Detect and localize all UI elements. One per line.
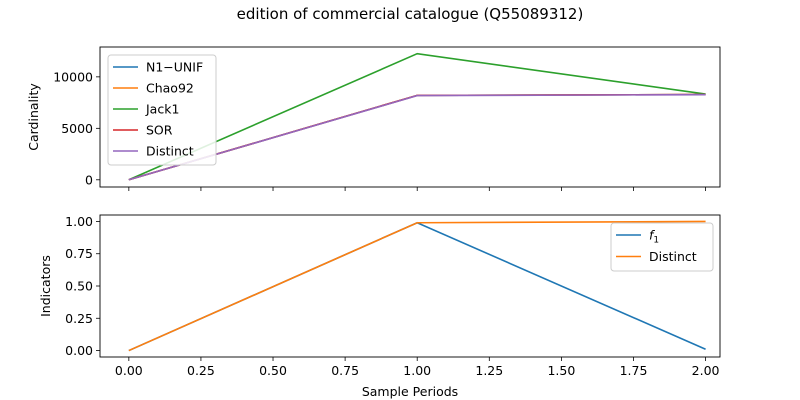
y-axis-label: Indicators — [38, 255, 53, 317]
legend-label: Distinct — [649, 249, 697, 264]
y-tick-label: 1.00 — [65, 214, 93, 229]
y-tick-label: 0.00 — [65, 343, 93, 358]
legend-label: Jack1 — [145, 102, 179, 117]
top-panel: 0 5000 10000 Cardinality N1−UNIF Chao92 Jack1 S… — [26, 46, 721, 191]
x-tick-label: 0.25 — [187, 363, 215, 378]
legend-label: f1 — [649, 228, 659, 246]
x-tick-label: 0.00 — [115, 363, 143, 378]
x-axis-label: Sample Periods — [362, 384, 458, 399]
axes-frame — [99, 46, 721, 188]
chart-title: edition of commercial catalogue (Q550893… — [237, 5, 584, 23]
x-tick-label: 1.25 — [475, 363, 503, 378]
x-tick-label: 0.75 — [331, 363, 359, 378]
legend: f1 Distinct — [610, 222, 714, 272]
x-tick-label: 2.00 — [692, 363, 720, 378]
legend-label: Chao92 — [146, 81, 194, 96]
y-tick-label: 0.25 — [65, 311, 93, 326]
y-tick-label: 0.50 — [65, 279, 93, 294]
y-tick-label: 0 — [85, 172, 93, 187]
x-tick-label: 1.50 — [547, 363, 575, 378]
y-axis-label: Cardinality — [26, 83, 41, 151]
x-tick-label: 1.75 — [620, 363, 648, 378]
y-tick-label: 0.75 — [65, 246, 93, 261]
series-line-bottom-1 — [128, 220, 706, 352]
legend-label: N1−UNIF — [146, 60, 203, 75]
legend-box — [107, 54, 217, 166]
x-tick-label: 1.00 — [403, 363, 431, 378]
bottom-panel: 0.00 0.25 0.50 0.75 1.00 1.25 1.50 1.75 2.00 0.00… — [38, 214, 721, 399]
series-line-top-4 — [128, 93, 706, 181]
legend-label: Distinct — [146, 144, 194, 159]
y-tick-label: 10000 — [53, 69, 93, 84]
series-line-top-2 — [128, 52, 706, 181]
y-tick-label: 5000 — [61, 121, 93, 136]
x-tick-label: 0.50 — [259, 363, 287, 378]
legend-label: SOR — [146, 123, 173, 138]
legend: N1−UNIF Chao92 Jack1 SOR Distinct — [107, 54, 217, 166]
